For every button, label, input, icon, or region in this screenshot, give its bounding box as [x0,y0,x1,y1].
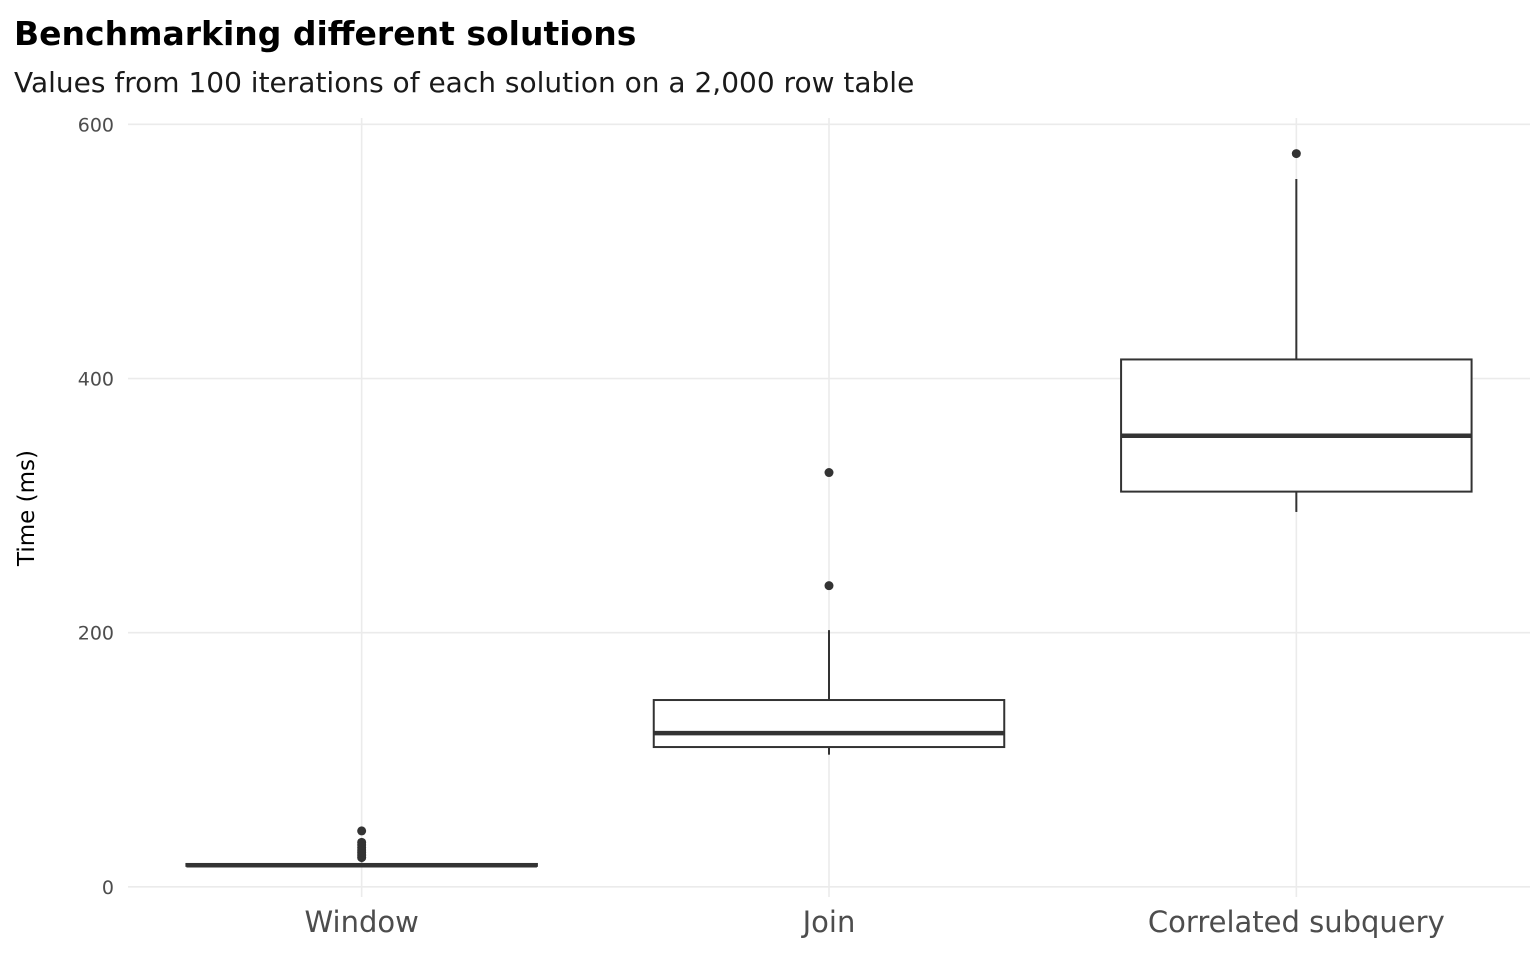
box-correlated-subquery [1120,149,1473,512]
x-tick-label: Join [801,905,856,939]
outlier-point [824,468,834,478]
box-iqr [652,699,1006,749]
x-tick-label: Correlated subquery [1148,905,1445,939]
axis-layer: Time (ms) 0 200 400 600 Window Join Correlated… [14,114,1445,939]
outlier-point [357,837,367,847]
box-layer [185,149,1473,868]
outlier-point [357,826,367,836]
y-tick-label: 0 [102,877,114,899]
box-join [652,468,1006,755]
box-iqr [1120,358,1473,493]
outlier-point [1291,149,1301,159]
chart-subtitle: Values from 100 iterations of each solut… [14,66,915,99]
outlier-point [824,581,834,591]
grid-layer [128,118,1530,897]
y-axis-title: Time (ms) [14,450,40,567]
x-tick-label: Window [304,905,418,939]
y-tick-label: 600 [78,114,114,136]
y-tick-label: 200 [78,623,114,645]
box-window [185,826,538,868]
chart-title: Benchmarking different solutions [14,14,637,53]
y-tick-label: 400 [78,369,114,391]
